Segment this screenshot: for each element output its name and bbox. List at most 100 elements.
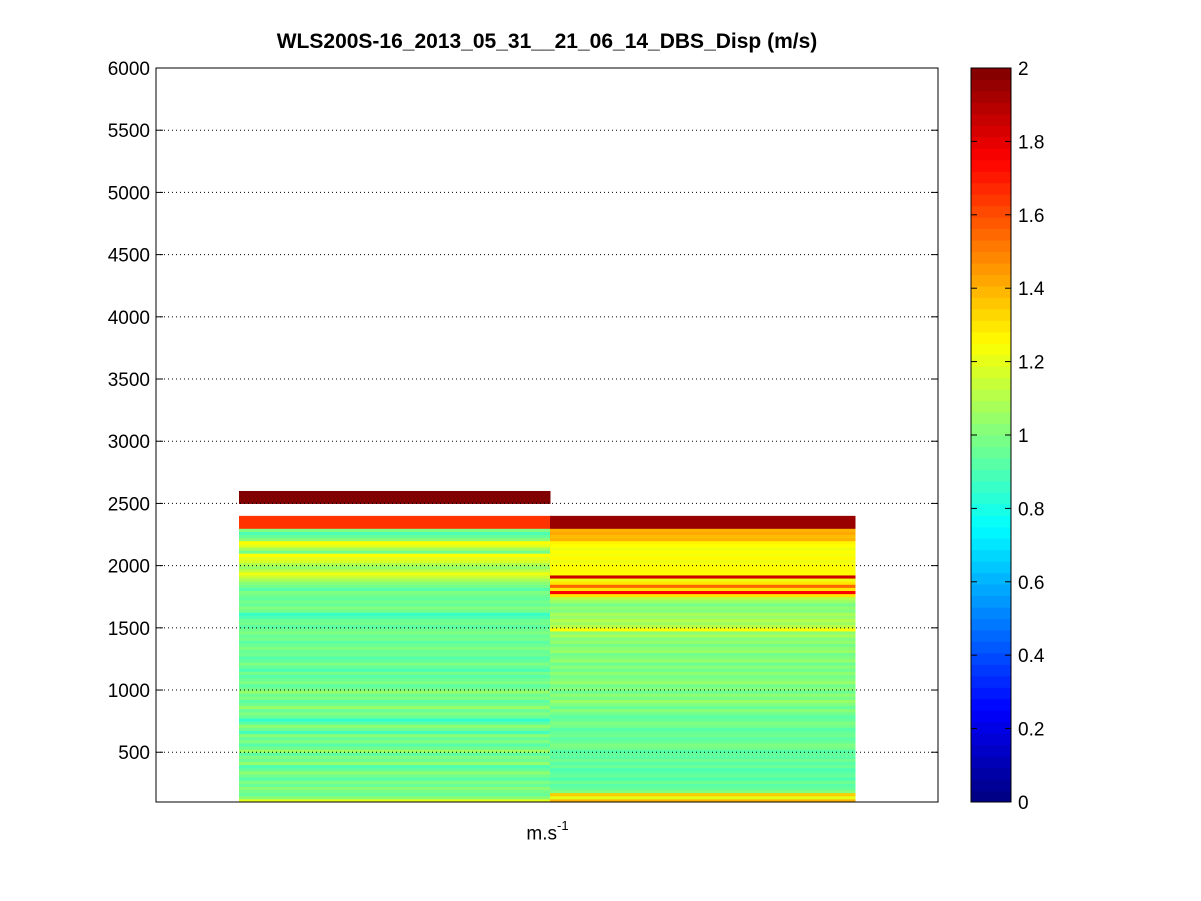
heatmap-cell <box>239 702 551 707</box>
colorbar-segment <box>971 400 1011 413</box>
heatmap-cell <box>550 752 856 756</box>
y-tick-label: 3000 <box>108 432 150 453</box>
heatmap-cell <box>239 534 551 539</box>
heatmap-cell <box>550 615 856 619</box>
heatmap-cell <box>239 640 551 644</box>
heatmap-cell <box>239 758 551 763</box>
heatmap-cell <box>550 599 856 604</box>
heatmap-cell <box>239 733 551 738</box>
heatmap-cell <box>550 786 856 791</box>
colorbar-segment <box>971 446 1011 459</box>
heatmap-cell <box>550 770 856 775</box>
heatmap-cell <box>550 571 856 576</box>
colorbar-segment <box>971 79 1011 92</box>
colorbar-segment <box>971 148 1011 161</box>
heatmap-cell <box>550 718 856 722</box>
heatmap-cell <box>239 522 551 526</box>
heatmap-cell <box>550 568 856 573</box>
heatmap-cell <box>550 593 856 598</box>
heatmap-cell <box>550 727 856 731</box>
y-tick-label: 1000 <box>108 681 150 702</box>
heatmap-cell <box>550 746 856 750</box>
heatmap-cell <box>239 783 551 787</box>
colorbar-tick-label: 1.2 <box>1018 353 1044 374</box>
heatmap-cell <box>239 680 551 685</box>
heatmap-cell <box>550 795 856 800</box>
colorbar-tick-label: 0 <box>1018 793 1029 814</box>
heatmap-cell <box>550 640 856 644</box>
heatmap-cell <box>239 540 551 545</box>
y-tick-label: 4000 <box>108 308 150 329</box>
colorbar-segment <box>971 262 1011 275</box>
y-tick-label: 1500 <box>108 619 150 640</box>
heatmap-cell <box>550 655 856 660</box>
heatmap-cell <box>239 767 551 772</box>
colorbar-segment <box>971 343 1011 356</box>
heatmap-cell <box>239 553 551 557</box>
x-axis-label-superscript: -1 <box>557 818 569 833</box>
heatmap-cell <box>239 494 551 498</box>
heatmap-cell <box>550 553 856 557</box>
heatmap-cell <box>550 680 856 685</box>
colorbar-segment <box>971 733 1011 746</box>
colorbar-tick-label: 1.4 <box>1018 279 1045 300</box>
heatmap-cell <box>239 780 551 784</box>
heatmap-cell <box>239 646 551 651</box>
heatmap-cell <box>239 568 551 573</box>
heatmap-cell <box>239 674 551 679</box>
heatmap-cell <box>239 718 551 722</box>
heatmap-cell <box>239 599 551 604</box>
heatmap-cell <box>550 708 856 713</box>
heatmap-cell <box>550 736 856 741</box>
heatmap-cell <box>239 630 551 635</box>
heatmap-cell <box>239 777 551 781</box>
plot-frame <box>155 67 939 803</box>
heatmap-cell <box>550 624 856 629</box>
colorbar-ticks: 0 0.2 0.4 0.6 0.8 1 1.2 1.4 1.6 1.8 2 <box>971 59 1045 814</box>
heatmap-cell <box>550 528 856 532</box>
heatmap-cell <box>239 705 551 710</box>
heatmap-cell <box>239 612 551 616</box>
colorbar-segment <box>971 664 1011 677</box>
colorbar-segment <box>971 182 1011 195</box>
colorbar-segment <box>971 595 1011 608</box>
heatmap-cell <box>239 742 551 747</box>
colorbar-segment <box>971 607 1011 619</box>
heatmap-cell <box>550 543 856 548</box>
colorbar-segment <box>971 515 1011 528</box>
colorbar-segment <box>971 526 1011 539</box>
colorbar-segment <box>971 297 1011 310</box>
heatmap-cell <box>239 518 551 523</box>
heatmap-cell <box>550 574 856 579</box>
heatmap-cell <box>239 565 551 570</box>
colorbar-segment <box>971 251 1011 264</box>
colorbar-segment <box>971 194 1011 207</box>
heatmap-cell <box>239 749 551 753</box>
colorbar-tick-label: 1 <box>1018 426 1029 447</box>
heatmap-cell <box>550 596 856 601</box>
y-tick-label: 3500 <box>108 370 150 391</box>
heatmap-cell <box>550 693 856 697</box>
heatmap-cell <box>550 637 856 641</box>
heatmap-cell <box>239 724 551 728</box>
colorbar-tick-label: 0.2 <box>1018 720 1044 741</box>
heatmap-cell <box>550 711 856 716</box>
heatmap-cell <box>239 490 551 495</box>
heatmap-cell <box>550 674 856 679</box>
heatmap-cell <box>239 587 551 592</box>
heatmap-cell <box>239 761 551 766</box>
heatmap-cell <box>239 571 551 576</box>
heatmap-cell <box>239 770 551 775</box>
colorbar <box>971 68 1011 803</box>
heatmap-cell <box>239 500 551 504</box>
heatmap-cell <box>550 683 856 688</box>
heatmap-cell <box>550 777 856 781</box>
heatmap-cell <box>550 755 856 759</box>
heatmap-cell <box>550 606 856 610</box>
heatmap-cell <box>550 767 856 772</box>
heatmap-cell <box>550 696 856 700</box>
heatmap-cell <box>239 525 551 529</box>
colorbar-tick-label: 1.8 <box>1018 132 1044 153</box>
